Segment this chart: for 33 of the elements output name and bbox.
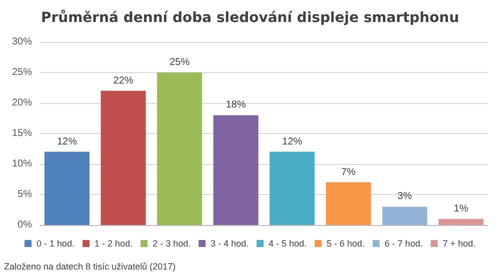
legend-label: 4 - 5 hod. — [268, 238, 307, 248]
data-label: 12% — [282, 136, 302, 148]
data-label: 25% — [170, 57, 190, 68]
data-label: 1% — [454, 203, 468, 214]
y-tick-label: 10% — [12, 158, 32, 170]
y-tick-label: 15% — [12, 128, 32, 139]
legend-label: 5 - 6 hod. — [326, 238, 365, 248]
bar — [100, 90, 146, 225]
legend-label: 1 - 2 hod. — [94, 238, 133, 248]
data-label: 22% — [113, 75, 134, 86]
bar — [270, 152, 315, 225]
y-tick-label: 0% — [18, 220, 32, 230]
y-tick-label: 30% — [12, 36, 32, 48]
legend-label: 6 - 7 hod. — [384, 238, 423, 248]
data-label: 3% — [397, 191, 412, 202]
text: Založeno na datech 8 tisíc uživatelů (2017) — [4, 262, 176, 272]
legend-label: 7 + hod. — [442, 238, 476, 248]
bar — [44, 152, 90, 225]
data-label: 12% — [56, 136, 78, 148]
bar — [382, 206, 428, 225]
legend-label: 0 - 1 hod. — [36, 238, 75, 248]
legend-label: 2 - 3 hod. — [152, 238, 191, 248]
data-label: 7% — [341, 166, 356, 178]
y-tick-label: 5% — [18, 189, 32, 200]
bar — [438, 218, 484, 225]
bar — [213, 115, 258, 225]
chart-title: Průměrná denní doba sledování displeje smartphonu — [40, 9, 460, 26]
legend-label: 3 - 4 hod. — [210, 238, 249, 248]
bar — [157, 72, 202, 225]
y-tick-label: 25% — [12, 67, 32, 78]
bar — [326, 182, 371, 225]
data-label: 18% — [226, 100, 246, 111]
y-tick-label: 20% — [12, 98, 32, 108]
